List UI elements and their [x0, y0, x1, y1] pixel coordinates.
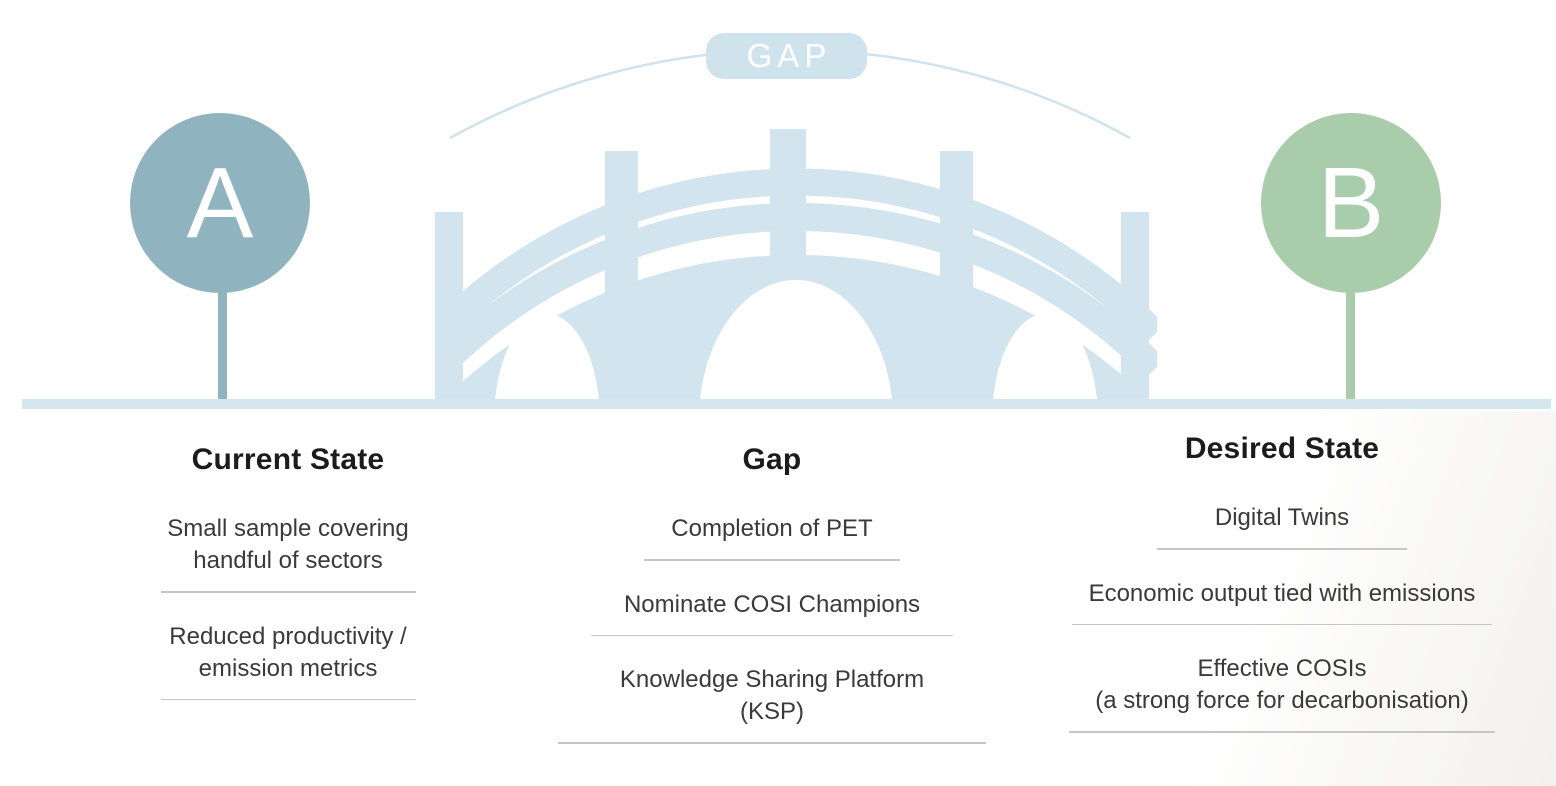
- column-heading-gap: Gap: [742, 443, 802, 476]
- bridge-deck: [443, 254, 1149, 400]
- list-item: Nominate COSI Champions: [552, 589, 992, 636]
- list-item: Digital Twins: [1032, 502, 1532, 550]
- ground-line: [22, 399, 1551, 409]
- bridge-illustration: [435, 129, 1157, 400]
- point-b-stem: [1346, 291, 1355, 399]
- list-item: Knowledge Sharing Platform (KSP): [552, 664, 992, 744]
- divider: [558, 742, 986, 744]
- bridge-lower-railing: [435, 203, 1157, 379]
- item-text: Effective COSIs (a strong force for deca…: [1095, 655, 1469, 714]
- gap-badge-label: GAP: [746, 37, 832, 74]
- bridge-arch-opening: [700, 280, 892, 400]
- background-texture: [1010, 412, 1556, 786]
- column-gap: Gap Completion of PET Nominate COSI Cham…: [552, 443, 992, 772]
- list-item: Economic output tied with emissions: [1032, 578, 1532, 625]
- point-b-marker: B: [1261, 113, 1441, 293]
- point-a-marker: A: [130, 113, 310, 293]
- bridge-arch-opening: [992, 314, 1098, 400]
- list-item: Completion of PET: [552, 513, 992, 561]
- item-text: Knowledge Sharing Platform (KSP): [619, 666, 925, 725]
- item-text: Small sample covering handful of sectors: [167, 515, 409, 574]
- divider: [591, 634, 953, 636]
- point-b-letter: B: [1317, 147, 1385, 259]
- divider: [1072, 623, 1492, 625]
- list-item: Reduced productivity / emission metrics: [118, 621, 458, 700]
- divider: [644, 559, 900, 561]
- bridge-post: [605, 151, 638, 301]
- item-text: Digital Twins: [1214, 504, 1350, 531]
- item-text: Reduced productivity / emission metrics: [169, 622, 407, 682]
- divider: [160, 591, 416, 593]
- item-text: Completion of PET: [671, 515, 873, 542]
- item-text: Economic output tied with emissions: [1088, 579, 1476, 607]
- bridge-arch-opening: [494, 314, 600, 400]
- divider: [1157, 548, 1407, 550]
- column-desired-state: Desired State Digital Twins Economic out…: [1032, 432, 1532, 761]
- bridge-post: [770, 129, 806, 281]
- divider: [1069, 731, 1495, 733]
- list-item: Small sample covering handful of sectors: [118, 513, 458, 593]
- point-a-letter: A: [186, 147, 254, 259]
- bridge-post: [940, 151, 973, 301]
- list-item: Effective COSIs (a strong force for deca…: [1032, 653, 1532, 733]
- column-heading-current-state: Current State: [191, 443, 385, 476]
- bridge-upper-railing: [435, 168, 1157, 344]
- divider: [160, 698, 416, 700]
- item-text: Nominate COSI Champions: [623, 590, 921, 618]
- column-current-state: Current State Small sample covering hand…: [118, 443, 458, 728]
- bridge-post: [435, 212, 463, 400]
- bridge-post: [1121, 212, 1149, 400]
- column-heading-desired-state: Desired State: [1184, 432, 1380, 465]
- gap-badge: GAP: [706, 33, 867, 79]
- point-a-stem: [218, 291, 227, 399]
